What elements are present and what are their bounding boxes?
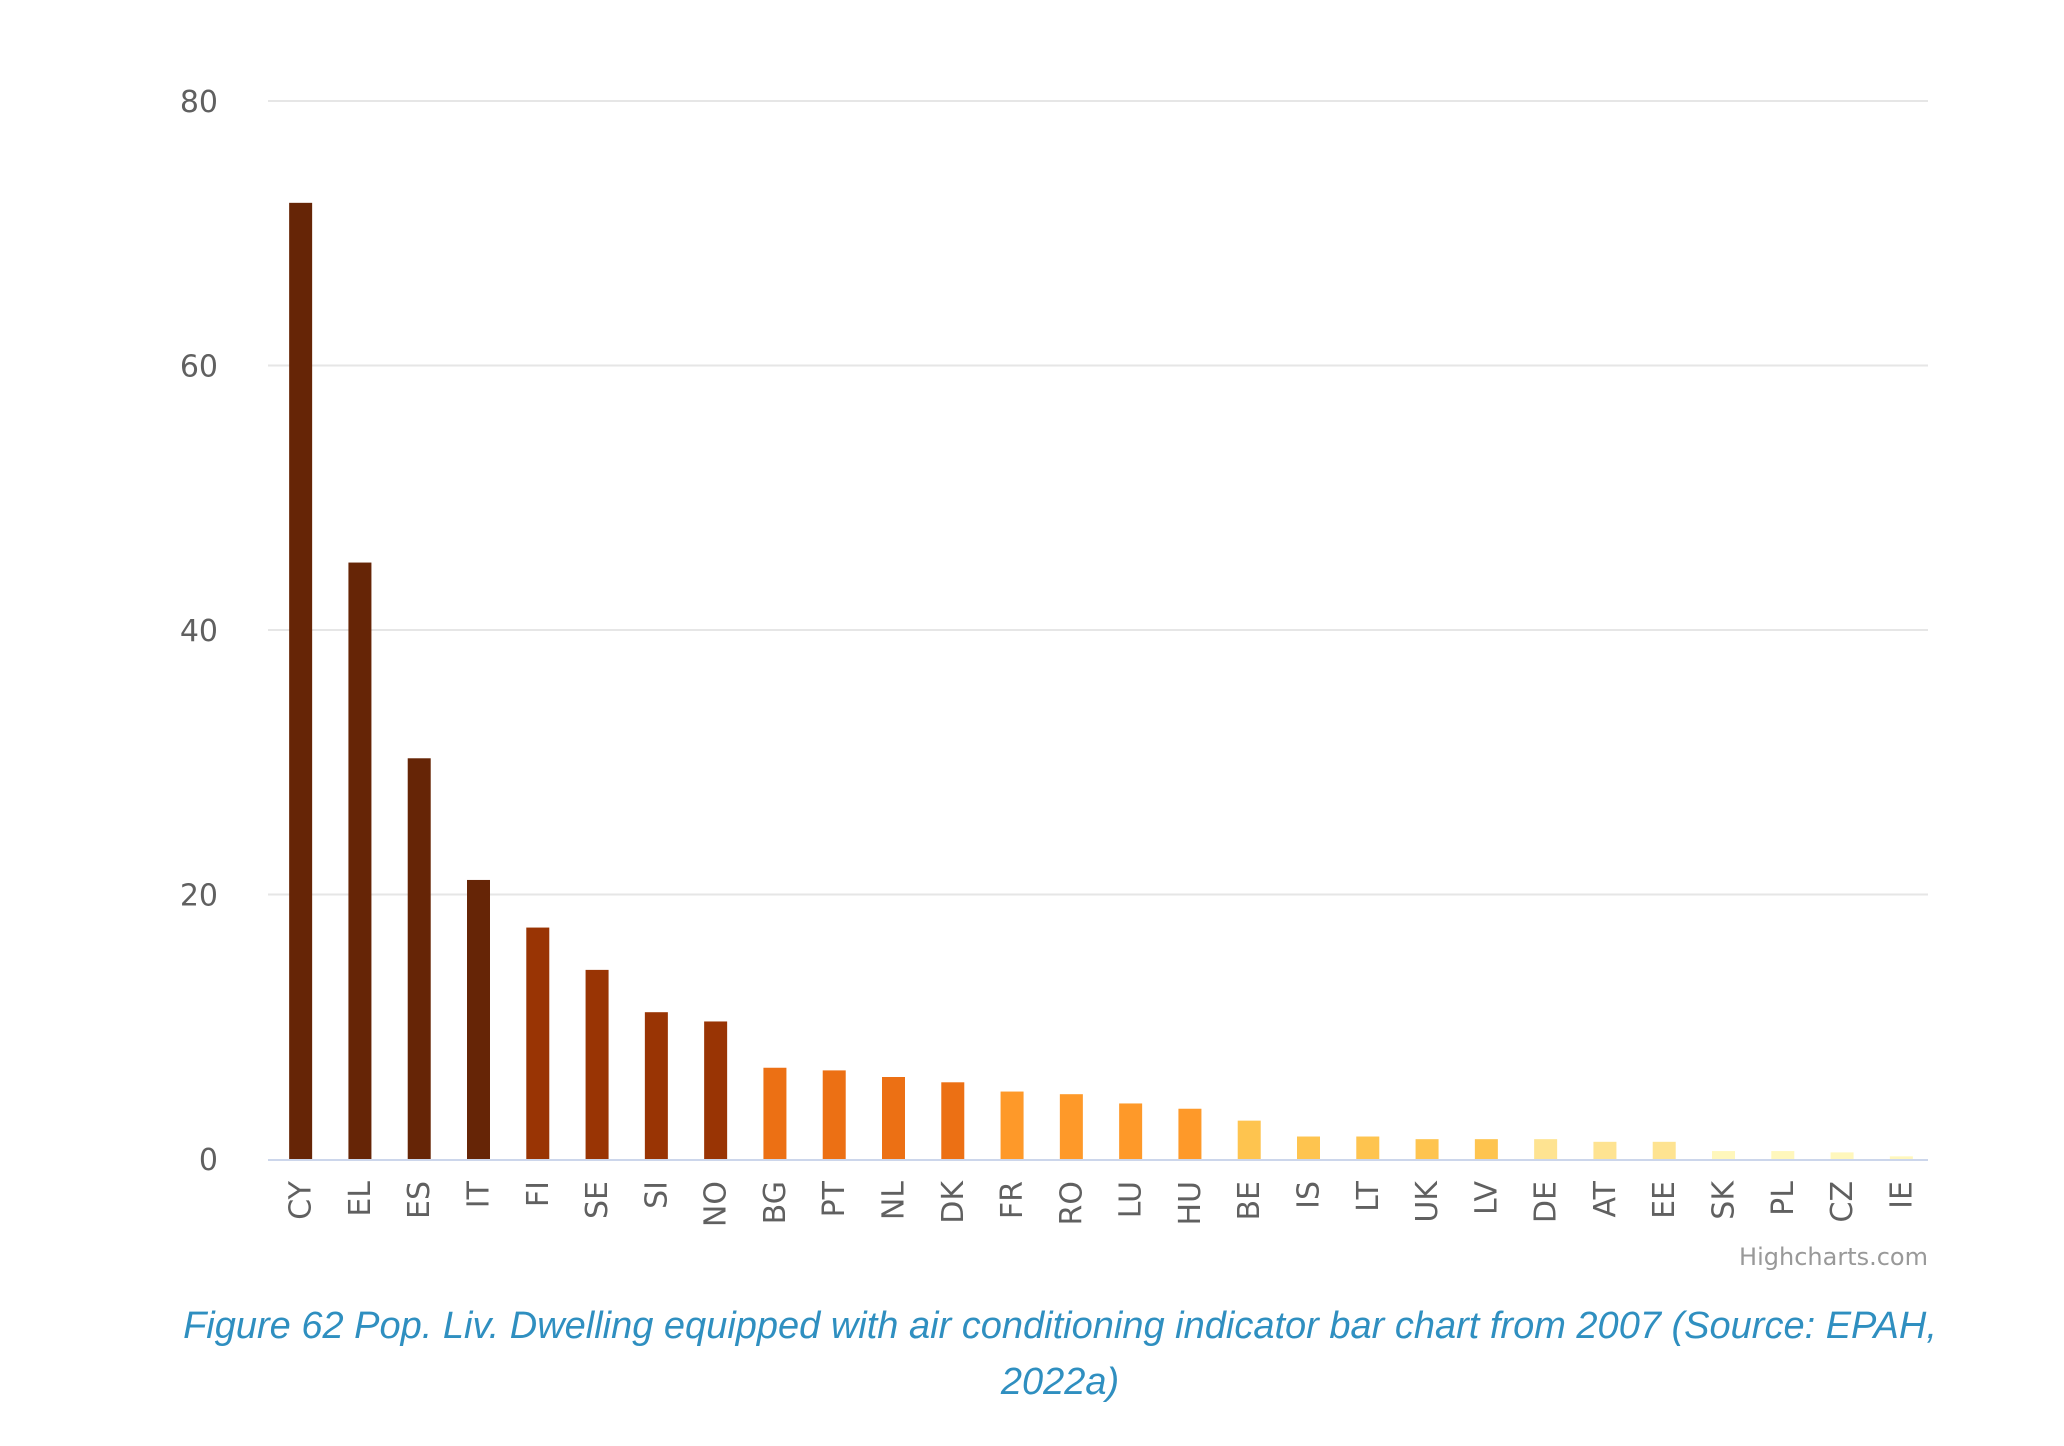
bars [289,202,1913,1159]
bar-el[interactable] [348,562,372,1159]
bar-be[interactable] [1237,1120,1261,1159]
bar-at[interactable] [1593,1141,1617,1159]
bar-hu[interactable] [1178,1108,1202,1159]
bar-de[interactable] [1534,1139,1558,1159]
bar-it[interactable] [467,879,490,1159]
bar-fi[interactable] [526,927,550,1159]
bar-pt[interactable] [822,1070,846,1159]
x-category-label: UK [1410,1180,1445,1223]
bar-ee[interactable] [1652,1141,1676,1159]
bar-nl[interactable] [882,1077,905,1159]
y-tick-label: 40 [180,614,218,649]
bar-ro[interactable] [1059,1094,1083,1159]
x-category-label: FI [521,1181,556,1207]
x-category-label: LV [1469,1181,1504,1215]
x-category-label: IT [462,1180,497,1208]
y-tick-label: 0 [199,1143,218,1178]
bar-cy[interactable] [289,202,313,1159]
x-category-label: LT [1351,1180,1386,1212]
x-category-label: LU [1114,1181,1149,1218]
bar-dk[interactable] [941,1082,965,1159]
y-tick-label: 20 [180,879,218,914]
x-category-label: IE [1884,1181,1919,1209]
bar-pl[interactable] [1771,1151,1795,1159]
highcharts-credits[interactable]: Highcharts.com [1739,1243,1928,1271]
x-category-label: BE [1232,1181,1267,1221]
bar-bg[interactable] [763,1067,787,1159]
y-tick-label: 80 [180,85,218,120]
bar-se[interactable] [585,969,609,1159]
x-category-label: NL [877,1181,912,1220]
bar-no[interactable] [704,1021,728,1159]
x-category-label: IS [1292,1181,1327,1209]
bar-sk[interactable] [1712,1151,1735,1159]
x-category-label: FR [995,1181,1030,1219]
bar-uk[interactable] [1415,1139,1439,1159]
gridlines [268,100,1928,896]
x-category-label: DE [1529,1181,1564,1223]
bar-is[interactable] [1297,1136,1320,1159]
bar-ie[interactable] [1889,1156,1913,1159]
figure-caption: Figure 62 Pop. Liv. Dwelling equipped wi… [183,1305,1937,1403]
x-category-label: EL [343,1181,378,1217]
x-category-label: ES [402,1181,437,1219]
x-category-label: RO [1054,1181,1089,1225]
x-category-label: EE [1647,1181,1682,1219]
bar-fr[interactable] [1000,1091,1024,1159]
bar-lu[interactable] [1119,1103,1143,1159]
x-category-label: PT [817,1180,852,1217]
bar-cz[interactable] [1830,1152,1854,1159]
x-category-label: SI [639,1181,674,1209]
x-category-label: CZ [1825,1181,1860,1223]
x-category-label: PL [1766,1181,1801,1216]
x-category-label: AT [1588,1180,1623,1217]
x-category-label: SE [580,1181,615,1219]
bar-lt[interactable] [1356,1136,1380,1159]
x-category-label: CY [284,1180,319,1219]
x-category-label: BG [758,1181,793,1224]
x-axis-category-labels: CY EL ES IT FI SE SI NO BG PT NL DK FR RO LU HU BE IS LT UK… [284,1180,1920,1227]
x-category-label: HU [1173,1181,1208,1226]
y-axis-tick-labels: 0 20 40 60 80 [180,85,218,1178]
x-category-label: NO [699,1181,734,1227]
y-tick-label: 60 [180,350,218,385]
bar-si[interactable] [644,1012,668,1159]
bar-es[interactable] [407,758,431,1159]
x-category-label: SK [1707,1180,1742,1220]
bar-lv[interactable] [1474,1139,1498,1159]
x-category-label: DK [936,1180,971,1224]
